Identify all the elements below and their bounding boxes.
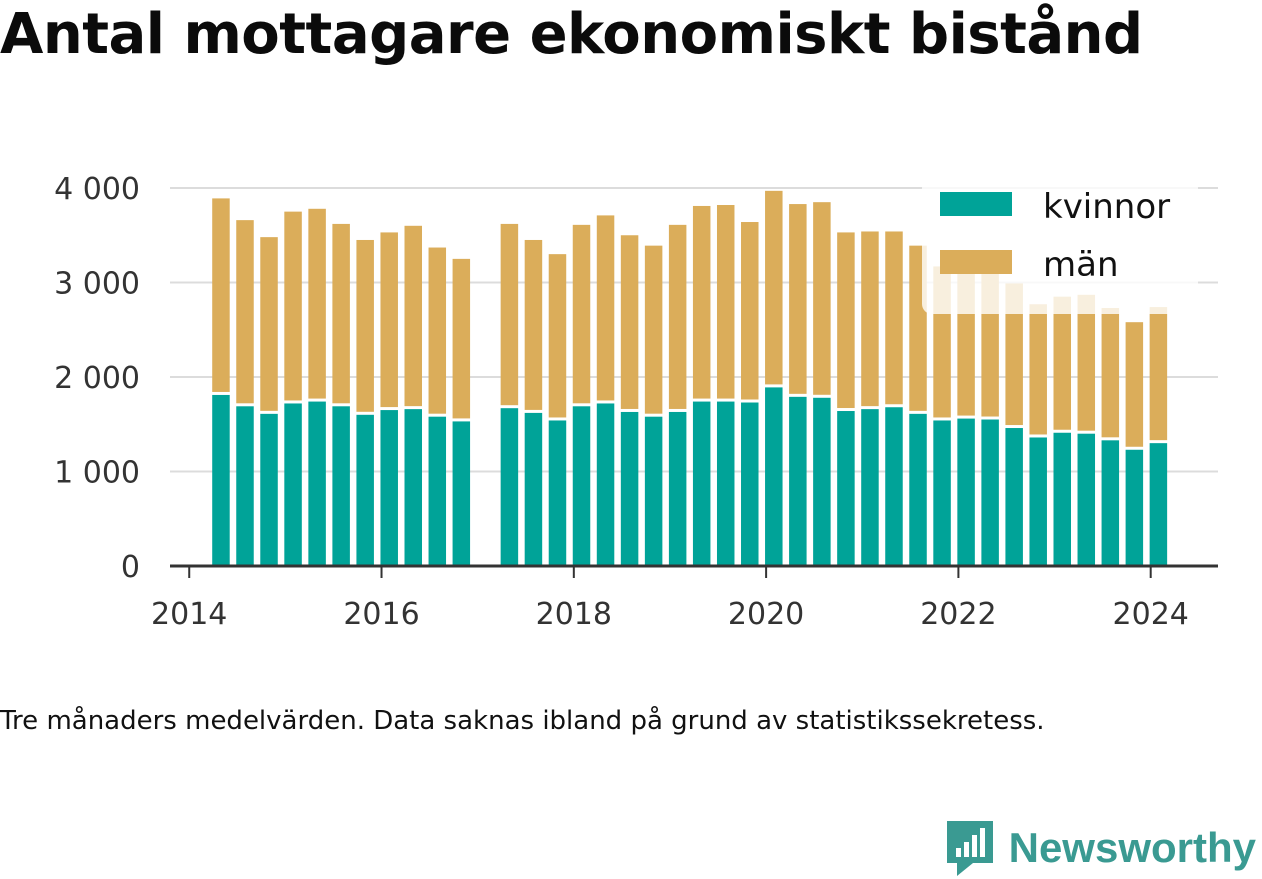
bar-man — [861, 231, 879, 407]
bar-kvinnor — [596, 403, 615, 566]
bar-kvinnor — [428, 416, 447, 566]
bar-man — [1005, 283, 1023, 426]
bar-man — [692, 205, 711, 399]
bar-kvinnor — [404, 409, 423, 566]
bar-kvinnor — [260, 413, 278, 566]
bar-kvinnor — [1101, 440, 1120, 566]
bar-man — [837, 232, 855, 409]
bar-man — [741, 222, 759, 400]
bar-man — [260, 237, 278, 411]
bar-kvinnor — [668, 411, 687, 566]
bar-kvinnor — [716, 401, 735, 566]
bar-kvinnor — [356, 414, 374, 566]
bar-kvinnor — [548, 420, 567, 566]
legend-swatch — [940, 192, 1012, 216]
bar-man — [356, 239, 374, 412]
bar-man — [380, 232, 398, 408]
bar-kvinnor — [452, 421, 471, 566]
bar-kvinnor — [572, 406, 591, 566]
chart-caption: Tre månaders medelvärden. Data saknas ib… — [0, 706, 1045, 736]
legend-swatch — [940, 250, 1012, 274]
newsworthy-logo-icon — [946, 821, 993, 876]
bar-kvinnor — [332, 406, 350, 566]
bar-kvinnor — [620, 411, 639, 566]
chart-title: Antal mottagare ekonomiskt bistånd — [0, 2, 1143, 67]
bar-man — [1077, 294, 1096, 431]
legend-label: kvinnor — [1043, 187, 1170, 227]
y-tick-label: 2 000 — [54, 361, 140, 396]
bar-man — [1101, 308, 1120, 438]
bar-man — [644, 245, 663, 414]
bar-kvinnor — [1029, 437, 1047, 566]
x-tick-label: 2018 — [536, 597, 612, 632]
bar-kvinnor — [1125, 449, 1144, 566]
bar-kvinnor — [813, 397, 831, 566]
bar-man — [572, 224, 591, 404]
x-tick-label: 2024 — [1113, 597, 1189, 632]
bar-man — [212, 198, 230, 392]
bar-kvinnor — [741, 402, 759, 566]
bar-man — [548, 254, 567, 418]
x-tick-label: 2022 — [920, 597, 996, 632]
x-tick-label: 2014 — [151, 597, 227, 632]
bar-man — [1125, 322, 1144, 447]
bar-man — [1029, 304, 1047, 435]
bar-man — [813, 202, 831, 395]
bar-kvinnor — [212, 394, 230, 566]
bar-kvinnor — [1149, 443, 1168, 566]
bar-kvinnor — [308, 401, 326, 566]
bar-man — [765, 190, 783, 385]
bar-kvinnor — [765, 387, 783, 566]
bar-kvinnor — [1077, 433, 1096, 566]
bar-man — [1053, 296, 1071, 430]
bar-man — [596, 215, 615, 401]
y-tick-label: 1 000 — [54, 456, 140, 491]
bar-man — [308, 208, 326, 399]
y-tick-label: 0 — [121, 550, 140, 585]
bar-kvinnor — [644, 416, 663, 566]
bar-man — [1149, 307, 1168, 441]
bar-man — [620, 235, 639, 409]
bar-man — [668, 224, 687, 409]
bar-man — [236, 220, 254, 404]
bar-kvinnor — [981, 419, 999, 566]
brand-mark: Newsworthy — [945, 818, 1256, 878]
bar-kvinnor — [837, 411, 855, 566]
bar-kvinnor — [380, 410, 398, 566]
bar-kvinnor — [524, 412, 543, 566]
bar-kvinnor — [909, 413, 927, 566]
bar-kvinnor — [236, 406, 254, 566]
y-tick-label: 4 000 — [54, 172, 140, 207]
bar-kvinnor — [500, 408, 519, 566]
bar-kvinnor — [789, 396, 807, 566]
bar-man — [524, 239, 543, 410]
bar-kvinnor — [1053, 432, 1071, 566]
bar-kvinnor — [933, 420, 951, 566]
bar-kvinnor — [885, 407, 903, 566]
bar-man — [404, 225, 423, 407]
bar-man — [885, 231, 903, 405]
stacked-bar-chart: 0 1 000 2 000 3 000 4 000 2014 2016 2018 2020 202… — [54, 172, 1218, 632]
bar-man — [500, 223, 519, 406]
x-tick-label: 2016 — [343, 597, 419, 632]
bar-kvinnor — [957, 418, 975, 566]
bar-man — [332, 223, 350, 404]
bar-man — [452, 258, 471, 419]
bar-man — [789, 204, 807, 394]
bar-man — [428, 247, 447, 414]
bar-kvinnor — [1005, 428, 1023, 566]
bar-kvinnor — [284, 403, 302, 566]
bar-man — [284, 211, 302, 401]
bar-kvinnor — [861, 409, 879, 566]
y-tick-label: 3 000 — [54, 267, 140, 302]
legend-label: män — [1043, 245, 1119, 285]
bar-man — [716, 205, 735, 399]
x-tick-label: 2020 — [728, 597, 804, 632]
brand-name: Newsworthy — [1008, 824, 1256, 871]
bar-kvinnor — [692, 401, 711, 566]
